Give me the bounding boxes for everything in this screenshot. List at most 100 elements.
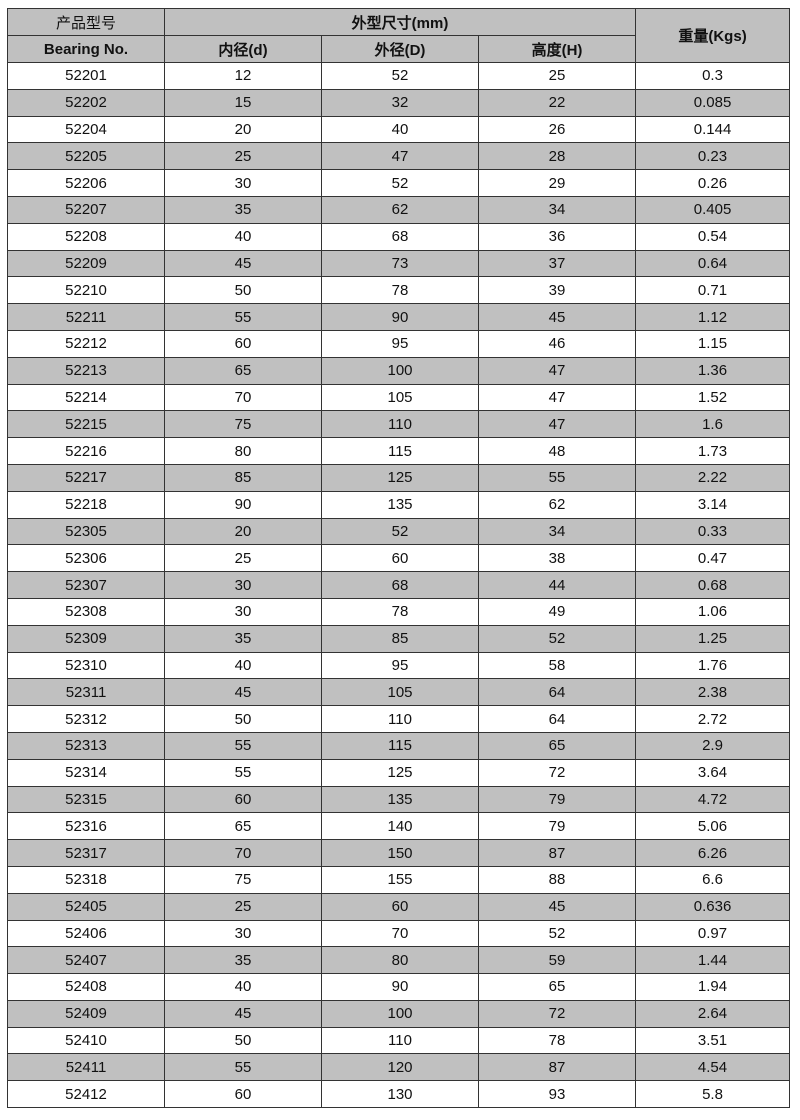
cell-height: 34 bbox=[477, 195, 637, 224]
cell-bearing-no: 52305 bbox=[7, 517, 165, 546]
cell-weight: 1.06 bbox=[635, 597, 791, 626]
cell-bearing-no: 52315 bbox=[7, 785, 165, 814]
cell-weight: 0.33 bbox=[635, 517, 791, 546]
cell-outer-diameter: 120 bbox=[321, 1053, 479, 1082]
cell-height: 45 bbox=[477, 303, 637, 331]
cell-outer-diameter: 130 bbox=[321, 1080, 479, 1109]
cell-outer-diameter: 68 bbox=[321, 571, 479, 599]
cell-height: 55 bbox=[477, 463, 637, 492]
table-row: 52217 85 125 55 2.22 bbox=[7, 463, 791, 492]
cell-bearing-no: 52308 bbox=[7, 597, 165, 626]
cell-weight: 2.22 bbox=[635, 463, 791, 492]
cell-outer-diameter: 90 bbox=[321, 973, 479, 1001]
table-row: 52211 55 90 45 1.12 bbox=[7, 303, 791, 331]
cell-bearing-no: 52410 bbox=[7, 1026, 165, 1055]
header-inner-diameter: 内径(d) bbox=[164, 35, 322, 63]
cell-outer-diameter: 40 bbox=[321, 115, 479, 144]
cell-outer-diameter: 62 bbox=[321, 195, 479, 224]
cell-bearing-no: 52312 bbox=[7, 705, 165, 733]
cell-outer-diameter: 95 bbox=[321, 329, 479, 358]
header-height: 高度(H) bbox=[477, 35, 637, 63]
cell-outer-diameter: 70 bbox=[321, 919, 479, 948]
cell-bearing-no: 52212 bbox=[7, 329, 165, 358]
cell-weight: 3.14 bbox=[635, 490, 791, 519]
cell-weight: 0.23 bbox=[635, 142, 791, 171]
cell-inner-diameter: 75 bbox=[164, 865, 322, 894]
cell-outer-diameter: 100 bbox=[321, 999, 479, 1028]
cell-weight: 2.9 bbox=[635, 731, 791, 760]
cell-height: 48 bbox=[477, 437, 637, 465]
cell-height: 37 bbox=[477, 249, 637, 278]
table-row: 52410 50 110 78 3.51 bbox=[7, 1026, 791, 1055]
cell-height: 59 bbox=[477, 946, 637, 975]
cell-inner-diameter: 85 bbox=[164, 463, 322, 492]
cell-weight: 0.97 bbox=[635, 919, 791, 948]
cell-bearing-no: 52205 bbox=[7, 142, 165, 171]
cell-height: 65 bbox=[477, 973, 637, 1001]
cell-height: 47 bbox=[477, 383, 637, 412]
cell-outer-diameter: 125 bbox=[321, 758, 479, 787]
table-row: 52207 35 62 34 0.405 bbox=[7, 195, 791, 224]
table-row: 52317 70 150 87 6.26 bbox=[7, 839, 791, 867]
cell-weight: 1.73 bbox=[635, 437, 791, 465]
cell-bearing-no: 52306 bbox=[7, 544, 165, 573]
cell-height: 46 bbox=[477, 329, 637, 358]
cell-inner-diameter: 55 bbox=[164, 758, 322, 787]
cell-outer-diameter: 115 bbox=[321, 731, 479, 760]
table-row: 52205 25 47 28 0.23 bbox=[7, 142, 791, 171]
cell-height: 22 bbox=[477, 88, 637, 117]
cell-weight: 0.68 bbox=[635, 571, 791, 599]
cell-inner-diameter: 50 bbox=[164, 276, 322, 305]
cell-bearing-no: 52309 bbox=[7, 624, 165, 653]
cell-inner-diameter: 55 bbox=[164, 303, 322, 331]
cell-bearing-no: 52405 bbox=[7, 892, 165, 921]
cell-inner-diameter: 30 bbox=[164, 169, 322, 197]
cell-weight: 6.26 bbox=[635, 839, 791, 867]
cell-outer-diameter: 52 bbox=[321, 169, 479, 197]
cell-weight: 0.47 bbox=[635, 544, 791, 573]
cell-height: 36 bbox=[477, 222, 637, 251]
cell-weight: 1.15 bbox=[635, 329, 791, 358]
table-row: 52210 50 78 39 0.71 bbox=[7, 276, 791, 305]
cell-outer-diameter: 60 bbox=[321, 892, 479, 921]
cell-weight: 1.76 bbox=[635, 651, 791, 680]
header-weight: 重量(Kgs) bbox=[635, 8, 791, 63]
cell-height: 79 bbox=[477, 785, 637, 814]
cell-height: 58 bbox=[477, 651, 637, 680]
cell-outer-diameter: 78 bbox=[321, 597, 479, 626]
cell-outer-diameter: 95 bbox=[321, 651, 479, 680]
cell-weight: 1.94 bbox=[635, 973, 791, 1001]
cell-inner-diameter: 60 bbox=[164, 1080, 322, 1109]
cell-inner-diameter: 40 bbox=[164, 222, 322, 251]
cell-bearing-no: 52318 bbox=[7, 865, 165, 894]
cell-height: 72 bbox=[477, 758, 637, 787]
cell-height: 28 bbox=[477, 142, 637, 171]
cell-weight: 1.25 bbox=[635, 624, 791, 653]
cell-bearing-no: 52201 bbox=[7, 62, 165, 90]
cell-weight: 0.405 bbox=[635, 195, 791, 224]
table-row: 52311 45 105 64 2.38 bbox=[7, 678, 791, 707]
table-row: 52405 25 60 45 0.636 bbox=[7, 892, 791, 921]
cell-inner-diameter: 40 bbox=[164, 973, 322, 1001]
cell-inner-diameter: 50 bbox=[164, 705, 322, 733]
cell-inner-diameter: 45 bbox=[164, 678, 322, 707]
cell-outer-diameter: 32 bbox=[321, 88, 479, 117]
cell-weight: 1.6 bbox=[635, 410, 791, 439]
cell-inner-diameter: 60 bbox=[164, 785, 322, 814]
cell-inner-diameter: 55 bbox=[164, 1053, 322, 1082]
cell-weight: 1.12 bbox=[635, 303, 791, 331]
cell-outer-diameter: 125 bbox=[321, 463, 479, 492]
cell-bearing-no: 52317 bbox=[7, 839, 165, 867]
cell-bearing-no: 52313 bbox=[7, 731, 165, 760]
cell-bearing-no: 52216 bbox=[7, 437, 165, 465]
cell-bearing-no: 52207 bbox=[7, 195, 165, 224]
header-model-en: Bearing No. bbox=[7, 35, 165, 63]
cell-height: 87 bbox=[477, 1053, 637, 1082]
cell-height: 88 bbox=[477, 865, 637, 894]
cell-inner-diameter: 20 bbox=[164, 115, 322, 144]
cell-weight: 3.51 bbox=[635, 1026, 791, 1055]
cell-weight: 0.71 bbox=[635, 276, 791, 305]
cell-outer-diameter: 155 bbox=[321, 865, 479, 894]
cell-bearing-no: 52409 bbox=[7, 999, 165, 1028]
cell-bearing-no: 52412 bbox=[7, 1080, 165, 1109]
